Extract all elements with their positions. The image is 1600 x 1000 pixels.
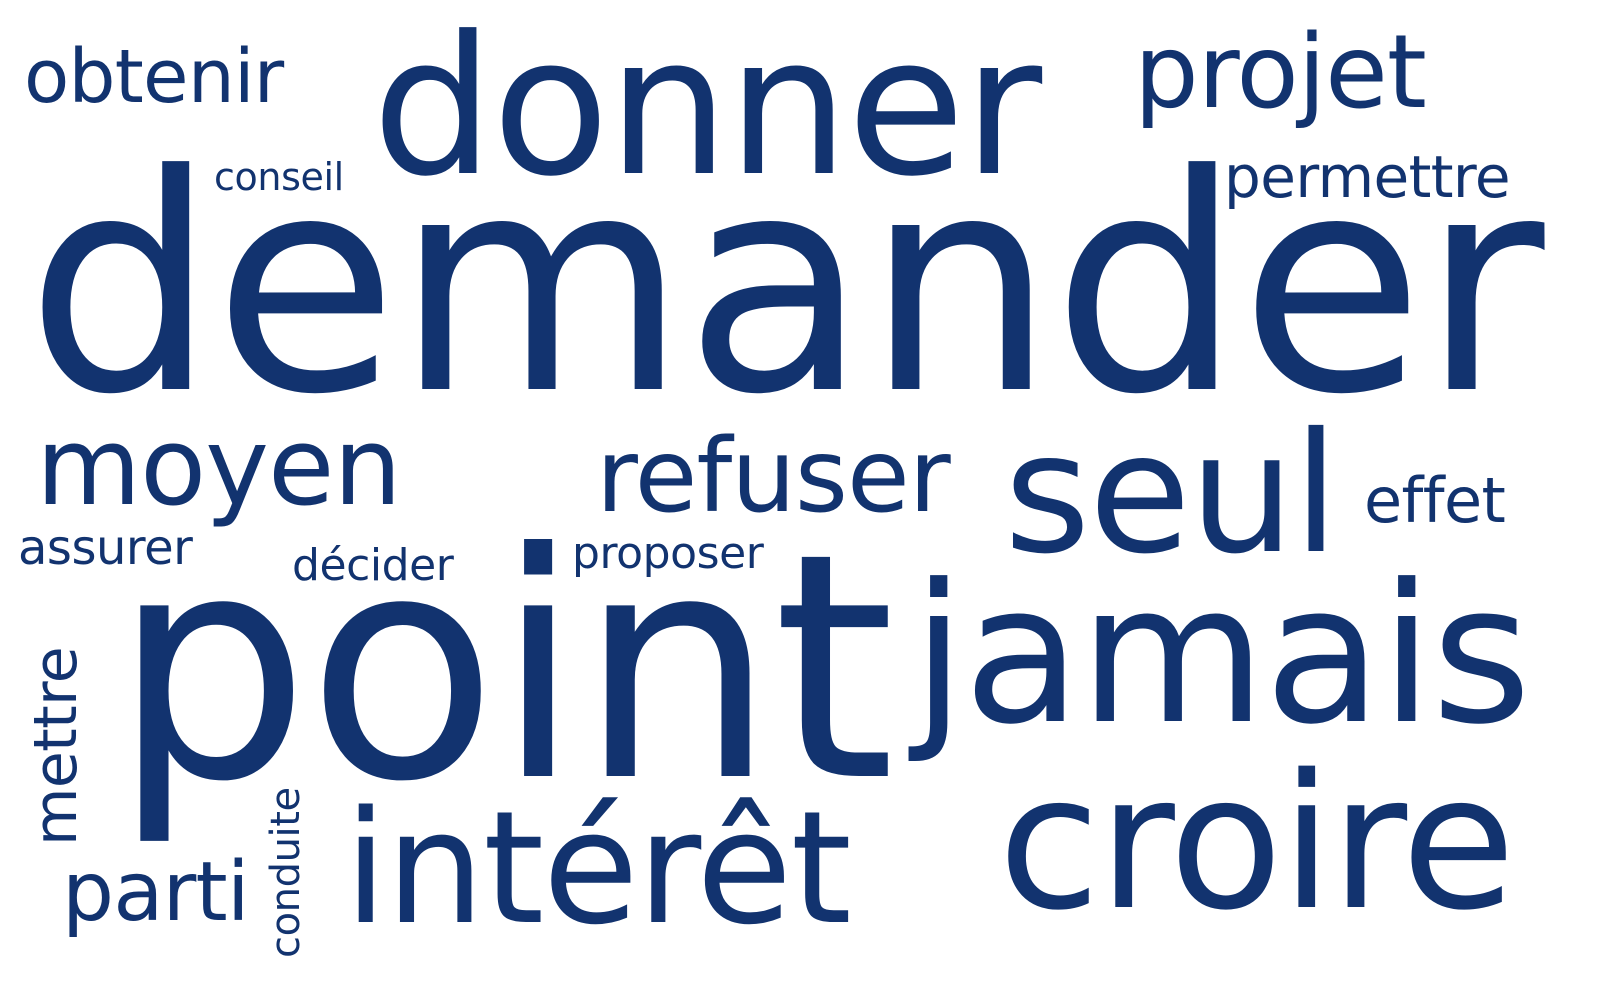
word-proposer: proposer [572,528,764,579]
word-permettre: permettre [1224,143,1511,211]
word-jamais: jamais [912,544,1531,767]
word-demander: demander [26,111,1545,460]
word-interet: intérêt [344,777,852,959]
word-effet: effet [1364,464,1506,537]
word-point: point [112,486,895,850]
word-obtenir: obtenir [24,34,284,120]
word-mettre: mettre [21,646,91,846]
word-donner: donner [372,0,1042,219]
word-croire: croire [998,734,1516,951]
word-moyen: moyen [36,405,402,530]
word-seul: seul [1004,398,1339,591]
word-projet: projet [1134,13,1427,132]
word-conseil: conseil [214,155,344,199]
word-refuser: refuser [596,417,951,536]
word-assurer: assurer [18,520,193,576]
word-conduite: conduite [263,787,309,958]
word-parti: parti [62,845,250,940]
word-decider: décider [292,540,454,591]
